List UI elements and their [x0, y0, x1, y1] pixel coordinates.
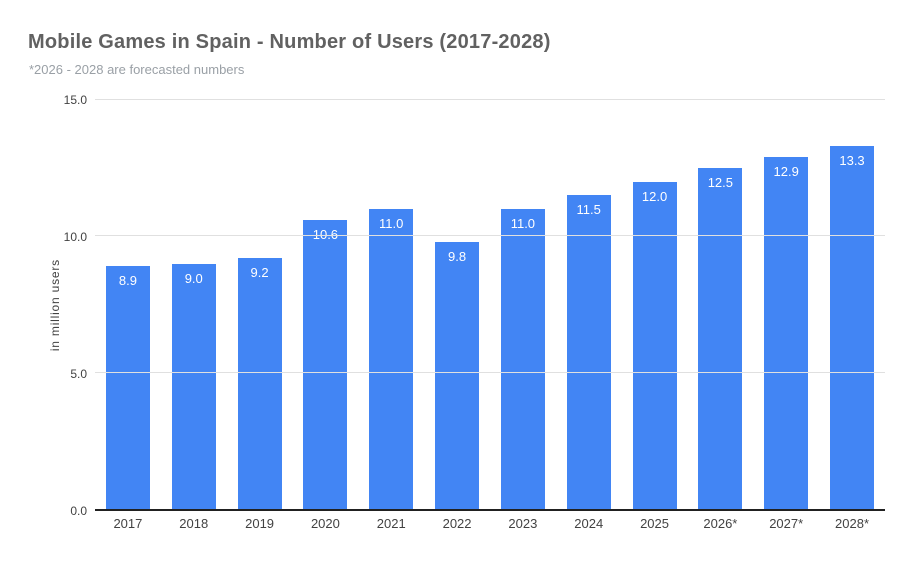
- y-axis-tick-labels: 0.0 5.0 10.0 15.0: [0, 93, 87, 518]
- x-axis-label: 2028*: [835, 516, 870, 531]
- bar-2023: 11.0: [500, 209, 545, 509]
- bar-value-label: 10.6: [312, 226, 339, 242]
- bar-2017: 8.9: [105, 266, 150, 509]
- x-axis-label: 2025: [640, 516, 669, 531]
- chart-subtitle: *2026 - 2028 are forecasted numbers: [29, 62, 245, 77]
- bar-value-label: 9.0: [184, 270, 203, 286]
- bar-2020: 10.6: [303, 219, 348, 509]
- x-axis-label: 2024: [574, 516, 604, 531]
- bar-2018: 9.0: [171, 263, 216, 509]
- y-axis-tick-label: 0.0: [70, 504, 87, 518]
- bar-value-label: 12.5: [707, 175, 734, 191]
- bar-series: 8.9 9.0 9.2 10.6 11.0 9.8 11.0 11.5 12.0 12.5 12.9…: [95, 100, 885, 509]
- bar-value-label: 9.8: [448, 248, 467, 264]
- bar-value-label: 12.9: [773, 164, 799, 180]
- x-axis-label: 2019: [245, 516, 275, 531]
- plot-area: 8.9 9.0 9.2 10.6 11.0 9.8 11.0 11.5 12.0 12.5 12.9…: [95, 99, 885, 511]
- bar-group-2018: 9.0: [161, 100, 227, 509]
- chart-title: Mobile Games in Spain - Number of Users …: [28, 31, 551, 53]
- x-axis-label: 2022: [442, 516, 472, 531]
- bar-group-2020: 10.6: [292, 100, 358, 509]
- bar-group-2021: 11.0: [358, 100, 424, 509]
- gridline: [95, 371, 885, 373]
- x-axis-label: 2023: [508, 516, 538, 531]
- x-axis-label: 2026*: [703, 516, 738, 531]
- bar-value-label: 11.0: [379, 216, 404, 232]
- bar-value-label: 11.5: [576, 202, 601, 218]
- bar-group-2017: 8.9: [95, 100, 161, 509]
- bar-group-2025: 12.0: [622, 100, 688, 509]
- bar-2028*: 13.3: [830, 146, 875, 509]
- bar-value-label: 11.0: [510, 216, 536, 232]
- bar-2027*: 12.9: [764, 157, 809, 509]
- y-axis-tick-label: 15.0: [63, 93, 87, 107]
- y-axis-tick-label: 10.0: [63, 229, 87, 244]
- x-axis-label: 2027*: [769, 516, 804, 531]
- bar-2019: 9.2: [237, 258, 282, 509]
- bar-group-2027*: 12.9: [753, 100, 819, 509]
- bar-2025: 12.0: [632, 181, 677, 509]
- bar-group-2023: 11.0: [490, 100, 556, 509]
- bar-group-2028*: 13.3: [819, 100, 885, 509]
- gridline: [95, 99, 885, 100]
- x-axis-label: 2021: [376, 516, 406, 531]
- bar-2022: 9.8: [435, 241, 480, 509]
- x-axis-labels: 2017 2018 2019 2020 2021 2022 2023 2024 2025 2026…: [95, 516, 885, 531]
- bar-value-label: 9.2: [250, 265, 269, 281]
- bar-value-label: 13.3: [839, 153, 865, 169]
- bar-2024: 11.5: [566, 195, 611, 509]
- bar-2026*: 12.5: [698, 168, 743, 509]
- bar-group-2026*: 12.5: [687, 100, 753, 509]
- x-axis-label: 2017: [113, 516, 143, 531]
- bar-2021: 11.0: [369, 209, 414, 509]
- gridline: [95, 235, 885, 237]
- x-axis-label: 2020: [310, 516, 340, 531]
- bar-group-2019: 9.2: [227, 100, 293, 509]
- bar-group-2022: 9.8: [424, 100, 490, 509]
- bar-group-2024: 11.5: [556, 100, 622, 509]
- bar-value-label: 12.0: [641, 188, 668, 204]
- bar-value-label: 8.9: [118, 273, 137, 289]
- y-axis-tick-label: 5.0: [70, 366, 87, 381]
- x-axis-label: 2018: [179, 516, 209, 531]
